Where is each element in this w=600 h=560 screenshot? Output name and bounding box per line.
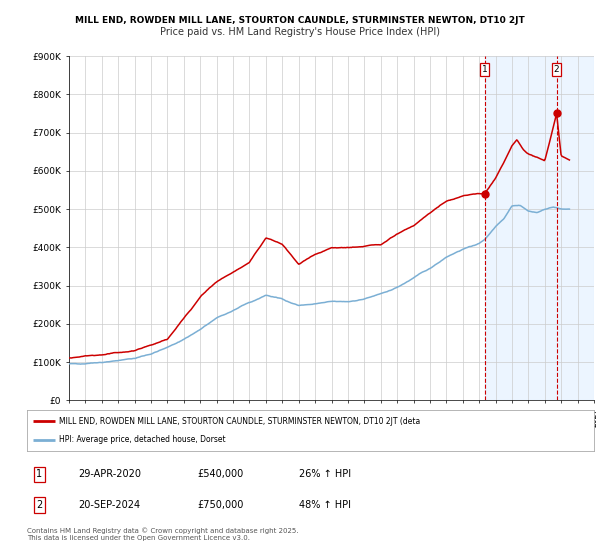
Text: 48% ↑ HPI: 48% ↑ HPI [299, 500, 351, 510]
Text: Contains HM Land Registry data © Crown copyright and database right 2025.
This d: Contains HM Land Registry data © Crown c… [27, 528, 299, 541]
Text: 2: 2 [37, 500, 43, 510]
Text: HPI: Average price, detached house, Dorset: HPI: Average price, detached house, Dors… [59, 436, 226, 445]
Text: 1: 1 [37, 469, 43, 479]
Text: MILL END, ROWDEN MILL LANE, STOURTON CAUNDLE, STURMINSTER NEWTON, DT10 2JT: MILL END, ROWDEN MILL LANE, STOURTON CAU… [75, 16, 525, 25]
Text: £540,000: £540,000 [197, 469, 244, 479]
Text: MILL END, ROWDEN MILL LANE, STOURTON CAUNDLE, STURMINSTER NEWTON, DT10 2JT (deta: MILL END, ROWDEN MILL LANE, STOURTON CAU… [59, 417, 421, 426]
Text: 2: 2 [554, 65, 559, 74]
Text: 1: 1 [482, 65, 487, 74]
Text: 20-SEP-2024: 20-SEP-2024 [78, 500, 140, 510]
Text: 26% ↑ HPI: 26% ↑ HPI [299, 469, 351, 479]
Text: Price paid vs. HM Land Registry's House Price Index (HPI): Price paid vs. HM Land Registry's House … [160, 27, 440, 37]
Text: 29-APR-2020: 29-APR-2020 [78, 469, 141, 479]
Text: £750,000: £750,000 [197, 500, 244, 510]
Bar [485, 56, 594, 400]
